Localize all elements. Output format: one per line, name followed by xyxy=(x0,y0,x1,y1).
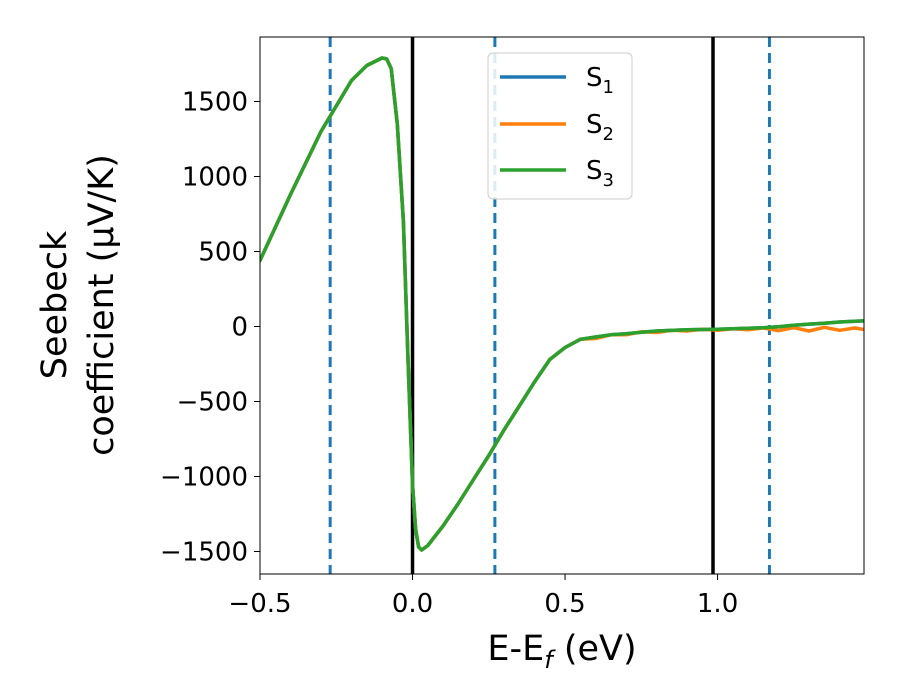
y-axis-label-line2: coefficient (μV/K) xyxy=(82,154,122,456)
legend-entry-s3: S3 xyxy=(500,156,614,191)
legend: S1 S2 S3 xyxy=(487,52,633,200)
series-lines xyxy=(260,56,864,552)
y-tick-label: −1500 xyxy=(160,538,248,568)
legend-label-s2-base: S xyxy=(586,110,603,140)
x-tick-label: 0.5 xyxy=(544,589,585,619)
legend-box xyxy=(487,52,633,200)
legend-label-s2-sub: 2 xyxy=(603,124,614,145)
x-tick-label: −0.5 xyxy=(228,589,291,619)
legend-label-s1-base: S xyxy=(586,63,603,93)
legend-entry-s2: S2 xyxy=(500,110,614,145)
x-axis-label: E-Ef (eV) xyxy=(487,629,636,674)
x-axis-label-base: E-E xyxy=(487,629,544,669)
legend-label-s1-sub: 1 xyxy=(603,77,614,98)
legend-label-s1: S1 xyxy=(586,63,614,98)
legend-entry-s1: S1 xyxy=(500,63,614,98)
series-line-s3 xyxy=(260,56,864,552)
plot-frame xyxy=(259,36,865,575)
y-tick-label: 0 xyxy=(231,313,248,343)
x-axis-label-unit: (eV) xyxy=(553,629,637,669)
y-axis-label-line1: Seebeck xyxy=(35,230,75,379)
legend-label-s3: S3 xyxy=(586,156,614,191)
y-tick-label: −500 xyxy=(177,388,248,418)
legend-label-s2: S2 xyxy=(586,110,614,145)
legend-label-s3-base: S xyxy=(586,156,603,186)
y-tick-label: 500 xyxy=(198,238,248,268)
y-tick-label: 1000 xyxy=(182,163,248,193)
x-axis-ticks: −0.5 0.0 0.5 1.0 xyxy=(228,574,738,619)
x-tick-label: 0.0 xyxy=(392,589,433,619)
y-tick-label: 1500 xyxy=(182,88,248,118)
x-tick-label: 1.0 xyxy=(697,589,738,619)
legend-label-s3-sub: 3 xyxy=(603,170,614,191)
y-axis-ticks: −1500 −1000 −500 0 500 1000 1500 xyxy=(160,88,260,568)
y-axis-label: Seebeck coefficient (μV/K) xyxy=(35,154,122,456)
y-tick-label: −1000 xyxy=(160,463,248,493)
